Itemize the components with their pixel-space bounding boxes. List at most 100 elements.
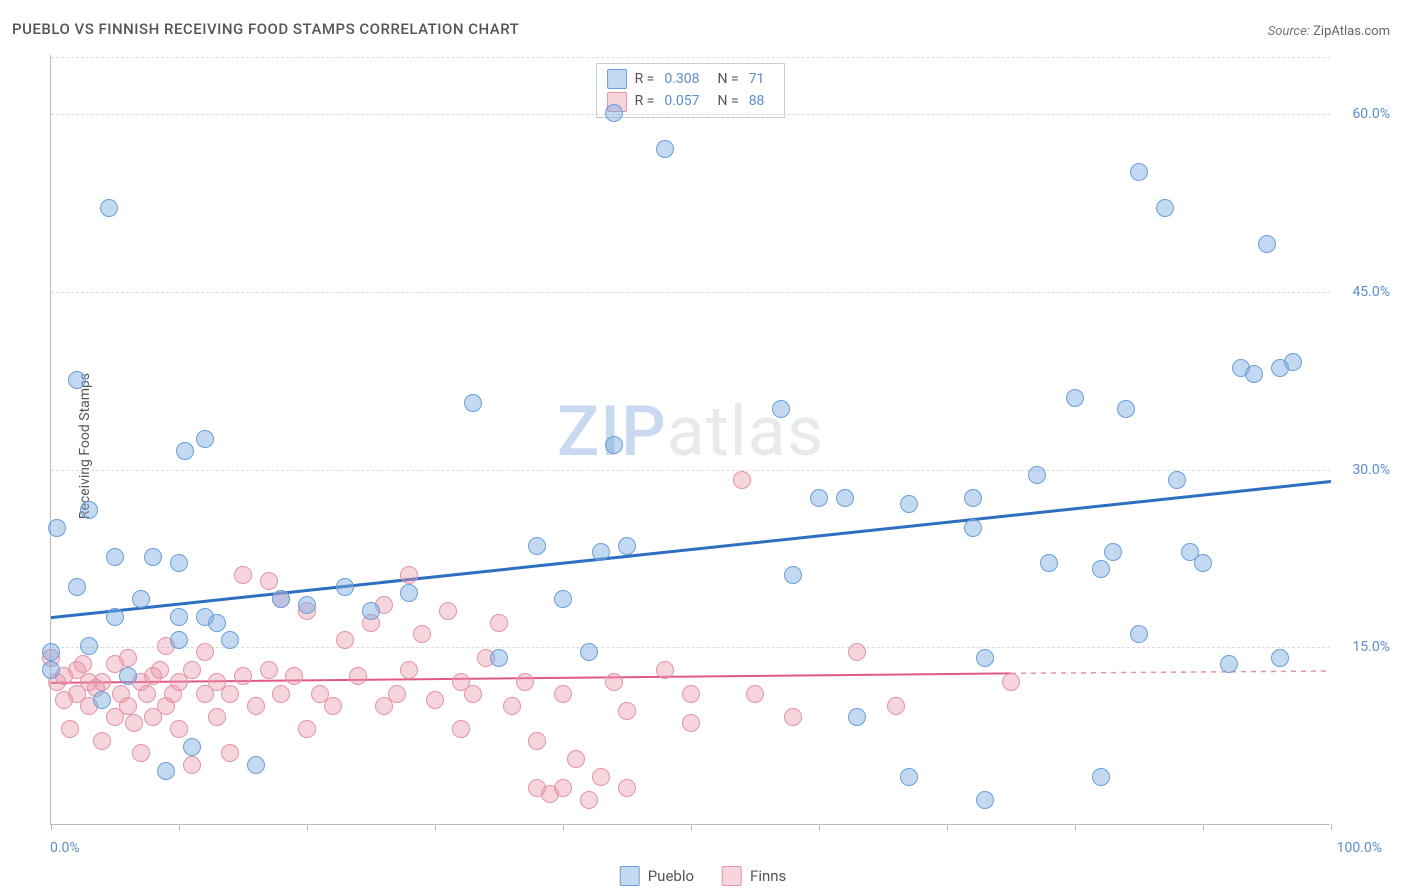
y-tick-label: 60.0%	[1335, 106, 1390, 122]
scatter-point-finns	[119, 649, 137, 667]
gridline	[51, 470, 1330, 471]
scatter-point-pueblo	[170, 554, 188, 572]
scatter-point-finns	[733, 471, 751, 489]
scatter-point-finns	[336, 631, 354, 649]
x-tick	[179, 824, 180, 830]
legend-series: Pueblo Finns	[620, 866, 787, 886]
scatter-point-pueblo	[247, 756, 265, 774]
scatter-point-finns	[247, 697, 265, 715]
scatter-point-finns	[554, 779, 572, 797]
scatter-point-pueblo	[836, 489, 854, 507]
scatter-point-pueblo	[42, 661, 60, 679]
scatter-point-finns	[592, 768, 610, 786]
scatter-point-pueblo	[976, 791, 994, 809]
scatter-point-pueblo	[1117, 400, 1135, 418]
scatter-point-pueblo	[605, 436, 623, 454]
x-axis-min-label: 0.0%	[50, 840, 80, 856]
n-label: N =	[718, 68, 739, 90]
trend-line	[1011, 671, 1331, 673]
scatter-point-pueblo	[464, 394, 482, 412]
watermark-atlas: atlas	[667, 390, 824, 472]
scatter-point-finns	[74, 655, 92, 673]
scatter-point-pueblo	[42, 643, 60, 661]
scatter-point-pueblo	[618, 537, 636, 555]
scatter-point-finns	[285, 667, 303, 685]
x-tick	[563, 824, 564, 830]
scatter-point-pueblo	[100, 199, 118, 217]
swatch-pueblo	[607, 69, 627, 89]
scatter-point-finns	[426, 691, 444, 709]
legend-stats-row-pueblo: R = 0.308 N = 71	[607, 68, 775, 90]
scatter-point-pueblo	[336, 578, 354, 596]
scatter-point-pueblo	[48, 519, 66, 537]
scatter-point-pueblo	[976, 649, 994, 667]
scatter-point-pueblo	[1284, 353, 1302, 371]
source-value: ZipAtlas.com	[1313, 24, 1390, 39]
scatter-point-finns	[413, 625, 431, 643]
scatter-point-pueblo	[1258, 235, 1276, 253]
scatter-point-pueblo	[1092, 560, 1110, 578]
gridline	[51, 114, 1330, 115]
scatter-point-finns	[464, 685, 482, 703]
scatter-point-finns	[93, 673, 111, 691]
scatter-point-pueblo	[196, 430, 214, 448]
scatter-point-pueblo	[221, 631, 239, 649]
legend-item-pueblo: Pueblo	[620, 866, 694, 886]
scatter-point-pueblo	[68, 371, 86, 389]
r-label: R =	[635, 90, 655, 112]
scatter-point-finns	[567, 750, 585, 768]
scatter-point-pueblo	[176, 442, 194, 460]
scatter-point-pueblo	[900, 495, 918, 513]
n-value-pueblo: 71	[749, 68, 765, 90]
scatter-point-pueblo	[1092, 768, 1110, 786]
scatter-point-finns	[221, 744, 239, 762]
scatter-point-pueblo	[170, 608, 188, 626]
x-axis-max-label: 100.0%	[1337, 840, 1382, 856]
scatter-point-pueblo	[656, 140, 674, 158]
gridline	[51, 292, 1330, 293]
x-tick	[51, 824, 52, 830]
scatter-point-pueblo	[106, 608, 124, 626]
scatter-point-pueblo	[580, 643, 598, 661]
x-tick	[947, 824, 948, 830]
scatter-point-finns	[439, 602, 457, 620]
scatter-point-pueblo	[170, 631, 188, 649]
scatter-point-pueblo	[80, 637, 98, 655]
scatter-point-pueblo	[1066, 389, 1084, 407]
scatter-point-finns	[400, 566, 418, 584]
scatter-point-pueblo	[1194, 554, 1212, 572]
scatter-point-finns	[580, 791, 598, 809]
scatter-point-finns	[618, 702, 636, 720]
scatter-point-finns	[272, 685, 290, 703]
x-tick	[691, 824, 692, 830]
scatter-point-pueblo	[93, 691, 111, 709]
scatter-point-finns	[93, 732, 111, 750]
y-tick-label: 15.0%	[1335, 639, 1390, 655]
scatter-point-finns	[682, 714, 700, 732]
legend-stats: R = 0.308 N = 71 R = 0.057 N = 88	[596, 63, 786, 118]
scatter-point-pueblo	[1130, 163, 1148, 181]
y-tick-label: 45.0%	[1335, 284, 1390, 300]
scatter-point-pueblo	[592, 543, 610, 561]
scatter-point-pueblo	[272, 590, 290, 608]
gridline	[51, 647, 1330, 648]
source-attribution: Source: ZipAtlas.com	[1268, 24, 1390, 39]
scatter-point-finns	[452, 720, 470, 738]
scatter-point-pueblo	[68, 578, 86, 596]
scatter-point-pueblo	[1156, 199, 1174, 217]
scatter-point-finns	[132, 744, 150, 762]
scatter-point-pueblo	[528, 537, 546, 555]
scatter-point-finns	[324, 697, 342, 715]
scatter-point-pueblo	[1028, 466, 1046, 484]
r-value-pueblo: 0.308	[664, 68, 699, 90]
scatter-point-finns	[503, 697, 521, 715]
scatter-point-finns	[605, 673, 623, 691]
x-tick	[307, 824, 308, 830]
scatter-point-pueblo	[298, 596, 316, 614]
scatter-point-finns	[260, 572, 278, 590]
x-tick	[435, 824, 436, 830]
scatter-point-finns	[618, 779, 636, 797]
x-tick	[1203, 824, 1204, 830]
scatter-point-pueblo	[810, 489, 828, 507]
source-label: Source:	[1268, 24, 1310, 39]
